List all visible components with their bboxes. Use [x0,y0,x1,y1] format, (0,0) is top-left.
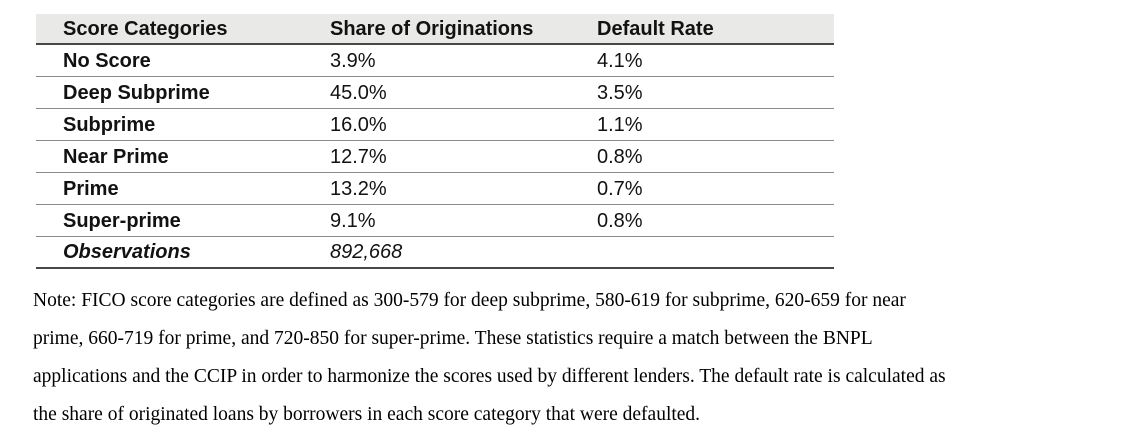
cell-share: 16.0% [330,113,387,136]
cell-share: 13.2% [330,177,387,200]
column-header-default-rate: Default Rate [597,17,714,40]
cell-default-rate: 0.7% [597,177,643,200]
footnote-line: Note: FICO score categories are defined … [33,290,906,311]
cell-category: No Score [63,49,151,72]
table-footer-row-observations: Observations 892,668 [36,237,834,269]
cell-category: Near Prime [63,145,169,168]
cell-default-rate: 0.8% [597,209,643,232]
table-row: Subprime 16.0% 1.1% [36,109,834,141]
cell-default-rate: 3.5% [597,81,643,104]
footnote-line: prime, 660-719 for prime, and 720-850 fo… [33,328,873,349]
footnote-line: the share of originated loans by borrowe… [33,404,701,425]
cell-category: Prime [63,177,119,200]
footnote-line: applications and the CCIP in order to ha… [33,366,946,387]
column-header-share-of-originations: Share of Originations [330,17,534,40]
table-row: Deep Subprime 45.0% 3.5% [36,77,834,109]
table-row: Prime 13.2% 0.7% [36,173,834,205]
cell-share: 3.9% [330,49,376,72]
table-row: No Score 3.9% 4.1% [36,45,834,77]
table-row: Near Prime 12.7% 0.8% [36,141,834,173]
observations-value: 892,668 [330,241,403,263]
observations-label: Observations [63,241,191,263]
cell-share: 45.0% [330,81,387,104]
cell-default-rate: 1.1% [597,113,643,136]
cell-category: Super-prime [63,209,181,232]
cell-category: Subprime [63,113,156,136]
score-statistics-table: Score Categories Share of Originations D… [36,14,834,269]
cell-share: 12.7% [330,145,387,168]
table-header-row: Score Categories Share of Originations D… [36,14,834,45]
cell-default-rate: 0.8% [597,145,643,168]
cell-default-rate: 4.1% [597,49,643,72]
cell-share: 9.1% [330,209,376,232]
cell-category: Deep Subprime [63,81,210,104]
table-row: Super-prime 9.1% 0.8% [36,205,834,237]
column-header-score-categories: Score Categories [63,17,228,40]
table-footnote: Note: FICO score categories are defined … [33,282,1123,434]
